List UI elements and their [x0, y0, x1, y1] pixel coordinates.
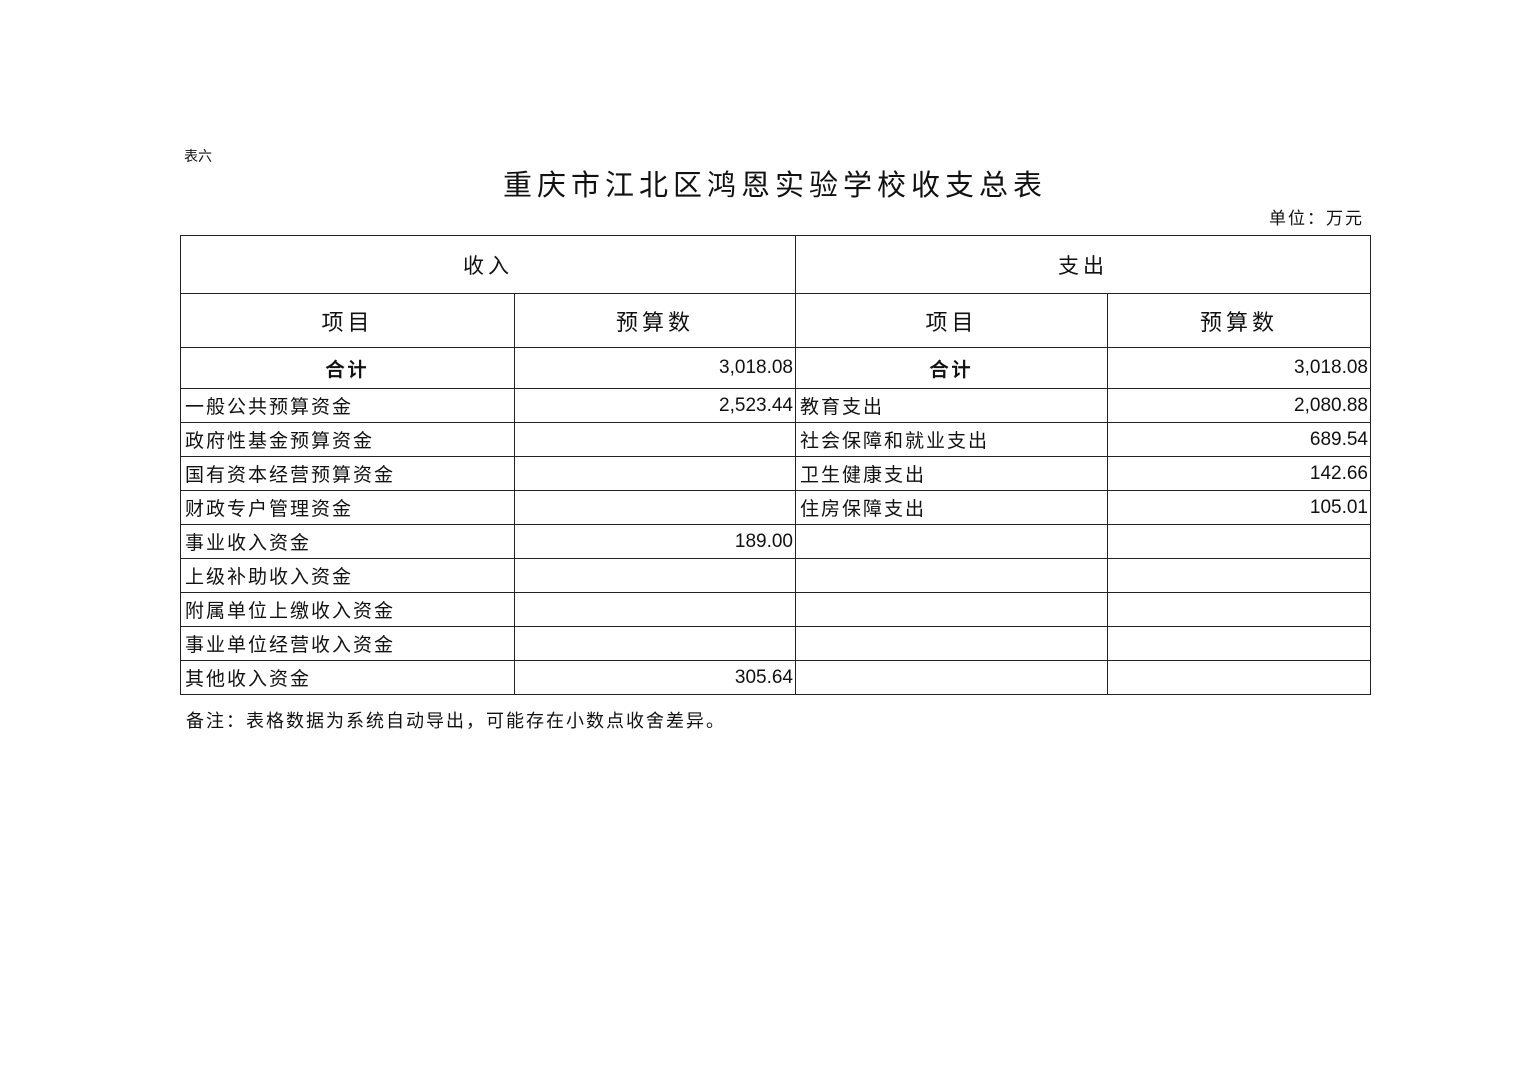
table-row: 附属单位上缴收入资金 [180, 592, 1371, 627]
income-item: 事业单位经营收入资金 [180, 626, 515, 661]
expense-item: 卫生健康支出 [795, 456, 1108, 491]
table-row: 其他收入资金 305.64 [180, 660, 1371, 695]
income-item: 附属单位上缴收入资金 [180, 592, 515, 627]
expense-header: 支出 [795, 235, 1371, 294]
section-header-row: 收入 支出 [180, 235, 1371, 294]
income-budget-header: 预算数 [514, 293, 796, 348]
expense-value: 142.66 [1107, 456, 1371, 491]
page-title: 重庆市江北区鸿恩实验学校收支总表 [502, 170, 1047, 202]
expense-item: 住房保障支出 [795, 490, 1108, 525]
expense-value: 105.01 [1107, 490, 1371, 525]
expense-item [795, 660, 1108, 695]
budget-table: 收入 支出 项目 预算数 项目 预算数 合计 3,018.08 合计 3,018… [180, 235, 1371, 695]
table-row: 上级补助收入资金 [180, 558, 1371, 593]
income-value [514, 592, 796, 627]
expense-item-header: 项目 [795, 293, 1108, 348]
income-value [514, 422, 796, 457]
expense-value [1107, 558, 1371, 593]
income-item: 上级补助收入资金 [180, 558, 515, 593]
income-value: 2,523.44 [514, 388, 796, 423]
expense-value: 2,080.88 [1107, 388, 1371, 423]
expense-value [1107, 626, 1371, 661]
expense-total-label: 合计 [795, 347, 1108, 389]
expense-value [1107, 660, 1371, 695]
expense-item [795, 626, 1108, 661]
income-item: 事业收入资金 [180, 524, 515, 559]
table-row: 政府性基金预算资金 社会保障和就业支出 689.54 [180, 422, 1371, 457]
income-value [514, 558, 796, 593]
expense-total-value: 3,018.08 [1107, 347, 1371, 389]
table-row: 国有资本经营预算资金 卫生健康支出 142.66 [180, 456, 1371, 491]
income-item: 其他收入资金 [180, 660, 515, 695]
table-row: 一般公共预算资金 2,523.44 教育支出 2,080.88 [180, 388, 1371, 423]
expense-item [795, 558, 1108, 593]
table-label: 表六 [184, 148, 212, 164]
expense-budget-header: 预算数 [1107, 293, 1371, 348]
income-value [514, 490, 796, 525]
expense-item: 教育支出 [795, 388, 1108, 423]
expense-item [795, 524, 1108, 559]
income-item: 政府性基金预算资金 [180, 422, 515, 457]
income-item-header: 项目 [180, 293, 515, 348]
expense-value [1107, 592, 1371, 627]
income-value: 189.00 [514, 524, 796, 559]
income-value [514, 626, 796, 661]
income-value: 305.64 [514, 660, 796, 695]
expense-item: 社会保障和就业支出 [795, 422, 1108, 457]
expense-value [1107, 524, 1371, 559]
table-row: 事业收入资金 189.00 [180, 524, 1371, 559]
expense-item [795, 592, 1108, 627]
column-header-row: 项目 预算数 项目 预算数 [180, 293, 1371, 348]
table-row: 事业单位经营收入资金 [180, 626, 1371, 661]
expense-value: 689.54 [1107, 422, 1371, 457]
income-item: 一般公共预算资金 [180, 388, 515, 423]
income-header: 收入 [180, 235, 796, 294]
unit-label: 单位：万元 [1269, 209, 1364, 228]
income-item: 财政专户管理资金 [180, 490, 515, 525]
income-total-label: 合计 [180, 347, 515, 389]
footnote: 备注：表格数据为系统自动导出，可能存在小数点收舍差异。 [186, 711, 726, 731]
income-item: 国有资本经营预算资金 [180, 456, 515, 491]
table-row: 财政专户管理资金 住房保障支出 105.01 [180, 490, 1371, 525]
income-value [514, 456, 796, 491]
total-row: 合计 3,018.08 合计 3,018.08 [180, 347, 1371, 389]
income-total-value: 3,018.08 [514, 347, 796, 389]
